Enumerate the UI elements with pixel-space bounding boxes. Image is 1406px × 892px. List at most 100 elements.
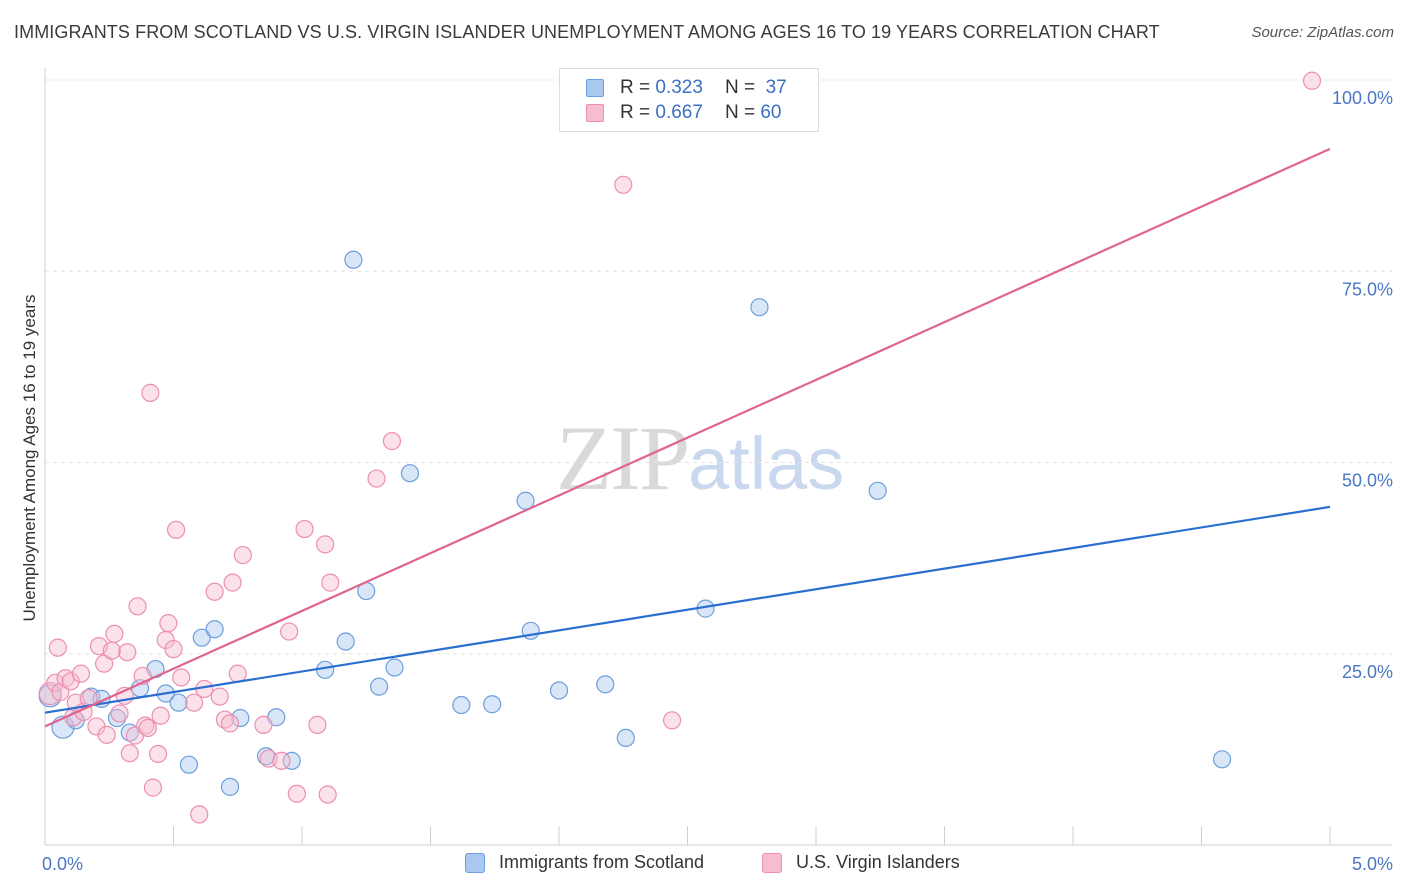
virgin-point [318,785,337,804]
scotland-point [370,677,389,696]
virgin-point [280,622,299,641]
scotland-point [750,298,769,317]
virgin-point [233,545,252,565]
virgin-point [141,383,160,402]
virgin-point [614,175,633,194]
virgin-point [308,715,327,734]
legend-item-virgin[interactable]: U.S. Virgin Islanders [762,852,960,873]
scotland-point [385,658,404,677]
legend-r-label: R = [620,102,651,123]
trendlines [44,147,1331,728]
virgin-point [120,744,139,763]
virgin-point [164,640,183,659]
virgin-point [254,715,273,734]
series-scotland-points [38,250,1232,796]
scotland-point [192,628,211,647]
legend-r-label: R = [620,77,651,98]
scotland-point [231,708,250,728]
virgin-point [151,706,170,725]
tick-labels: 25.0% 50.0% 75.0% 100.0% 0.0% 5.0% [42,88,1393,874]
legend-item-scotland[interactable]: Immigrants from Scotland [465,852,704,873]
watermark: ZIPatlas [556,405,844,511]
y-tick-label: 50.0% [1342,471,1393,491]
scotland-point [596,675,615,694]
scotland-point [452,695,471,715]
chart-title: IMMIGRANTS FROM SCOTLAND VS U.S. VIRGIN … [14,22,1160,42]
watermark-atlas: atlas [688,422,845,505]
scotland-point [220,777,240,796]
legend-label-scotland: Immigrants from Scotland [499,852,705,872]
virgin-point [136,716,155,735]
watermark-zip: ZIP [556,407,690,509]
scotland-point [205,620,224,639]
scotland-point [120,723,139,742]
y-tick-label: 75.0% [1342,279,1393,299]
series-virgin-points [38,71,1322,824]
virgin-point [223,573,242,592]
virgin-point [295,519,314,539]
scotland-point [336,632,355,651]
legend-swatch-virgin [762,852,782,873]
source-credit: Source: ZipAtlas.com [1251,24,1394,41]
scotland-point [400,464,420,483]
scotland-point [868,481,887,500]
trendline-virgin [44,147,1331,728]
virgin-point [71,664,91,683]
virgin-point [118,643,137,662]
virgin-point [110,704,129,723]
virgin-point [184,693,204,712]
virgin-point [382,431,402,451]
virgin-point [210,687,229,706]
scotland-point [282,751,301,770]
virgin-point [190,805,209,824]
virgin-point [128,597,147,616]
virgin-point [148,744,168,764]
virgin-point [228,664,247,683]
virgin-point [220,714,240,733]
series-legend: Immigrants from Scotland U.S. Virgin Isl… [0,852,1406,876]
virgin-point [321,573,340,592]
legend-label-virgin: U.S. Virgin Islanders [796,852,960,872]
legend-n-label: N = [724,102,756,123]
legend-n-label: N = [724,77,756,98]
legend-r-value-virgin: 0.667 [655,102,703,123]
scotland-point [549,681,569,700]
virgin-point [105,624,124,643]
virgin-point [205,582,224,601]
virgin-point [172,668,191,687]
legend-swatch-scotland [586,79,604,97]
legend-swatch-virgin [586,104,604,122]
scotland-point [616,728,635,748]
virgin-point [138,718,157,738]
virgin-point [159,614,178,633]
legend-r-value-scotland: 0.323 [655,77,703,98]
correlation-legend: R = 0.323 N = 37 R = 0.667 N = 60 [559,68,819,132]
virgin-point [166,520,186,539]
virgin-point [272,751,291,770]
y-tick-label: 100.0% [1332,88,1393,108]
scotland-point [344,250,363,269]
legend-n-value-scotland: 37 [765,77,787,98]
axes [44,68,1392,846]
virgin-point [61,672,80,691]
virgin-point [102,641,121,660]
scotland-point [169,693,188,712]
legend-row-scotland: R = 0.323 N = 37 [586,76,787,100]
trendline-scotland [44,505,1331,714]
legend-swatch-scotland [465,852,485,873]
virgin-point [48,638,67,657]
virgin-point [287,784,306,803]
y-axis-label: Unemployment Among Ages 16 to 19 years [20,294,39,622]
virgin-point [1302,71,1322,90]
x-tick-label: 0.0% [42,854,83,874]
virgin-point [367,469,386,488]
x-tick-label: 5.0% [1352,854,1393,874]
grid [45,79,1392,655]
virgin-point [97,725,116,744]
virgin-point [662,711,682,730]
scotland-point [1212,750,1232,769]
legend-n-value-virgin: 60 [760,102,782,123]
virgin-point [143,778,163,797]
scotland-point [483,695,502,714]
